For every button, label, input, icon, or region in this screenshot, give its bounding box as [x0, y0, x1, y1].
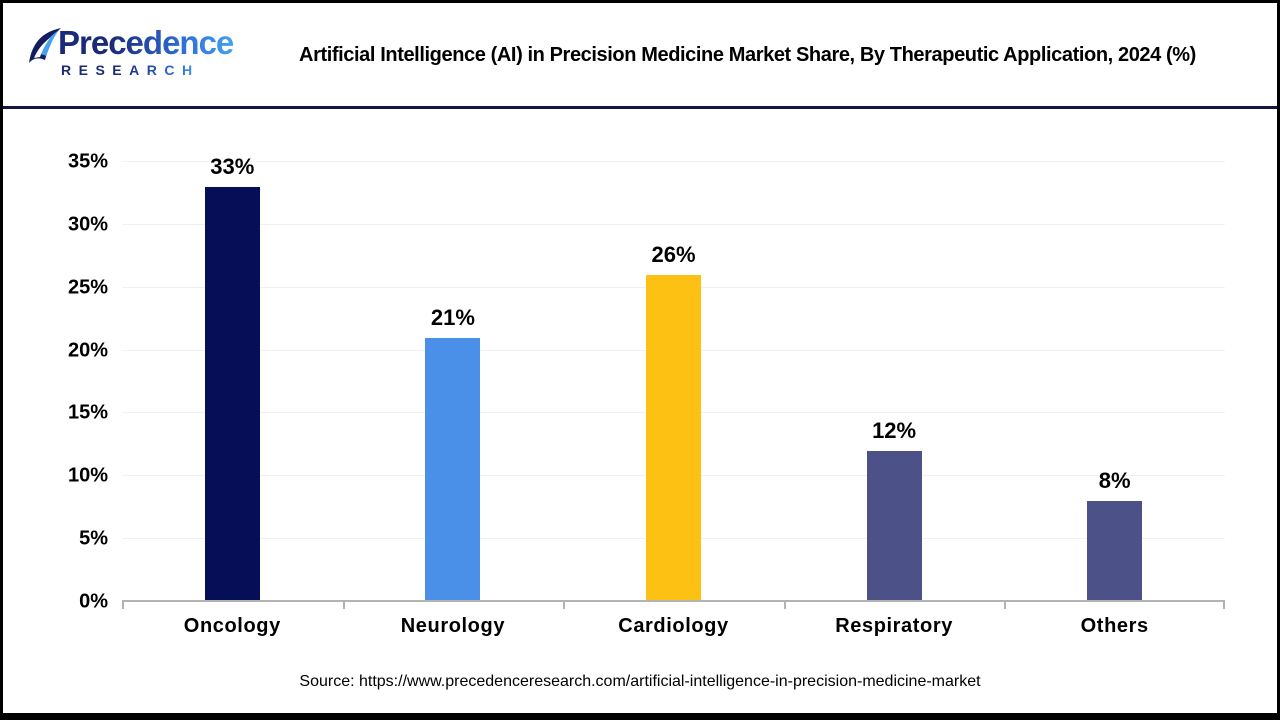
bar-value-label: 8%	[1098, 468, 1131, 494]
bar-oncology	[204, 187, 260, 600]
logo-brand-name: Precedence	[58, 24, 234, 61]
x-axis-tick	[563, 600, 566, 609]
y-axis-tick-label: 35%	[67, 150, 108, 173]
plot-area: 33% 21% 26% 12% 8%	[122, 154, 1225, 609]
bar-neurology	[425, 338, 481, 600]
x-axis-line	[122, 600, 1225, 602]
x-axis-tick	[122, 600, 124, 609]
y-axis-tick-label: 25%	[67, 276, 108, 299]
x-axis-category-label: Others	[1080, 615, 1149, 637]
chart-title: Artificial Intelligence (AI) in Precisio…	[299, 44, 1196, 66]
bar-value-label: 12%	[872, 418, 917, 444]
bar-respiratory	[866, 451, 922, 600]
bar-value-label: 21%	[430, 305, 475, 330]
precedence-research-logo: Precedence RESEARCH	[28, 24, 234, 79]
x-axis-category-labels: Oncology Neurology Cardiology Respiratory Ot…	[122, 615, 1225, 645]
y-axis-tick-label: 0%	[79, 590, 108, 613]
y-axis-tick-label: 15%	[67, 401, 108, 424]
x-axis-tick	[1004, 600, 1007, 609]
bar-value-label: 33%	[210, 154, 255, 180]
x-axis-tick	[1223, 600, 1225, 609]
logo-leaf-icon	[29, 28, 61, 63]
x-axis-tick	[342, 600, 345, 609]
bar-value-label: 26%	[651, 242, 696, 268]
x-axis-category-label: Respiratory	[835, 615, 953, 637]
x-axis-category-label: Cardiology	[618, 615, 729, 637]
x-axis-category-label: Oncology	[183, 615, 281, 637]
y-axis-tick-label: 5%	[79, 527, 108, 550]
x-axis-tick	[783, 600, 786, 609]
y-axis-tick-label: 20%	[67, 339, 108, 362]
source-attribution: Source: https://www.precedenceresearch.c…	[299, 673, 981, 690]
y-axis-tick-label: 10%	[67, 464, 108, 487]
header-divider-rule	[3, 106, 1277, 109]
x-axis-category-label: Neurology	[400, 615, 506, 637]
logo-sub-name: RESEARCH	[58, 62, 200, 78]
y-axis-tick-label: 30%	[67, 213, 108, 236]
logo-text: Precedence RESEARCH	[58, 24, 234, 79]
gridline	[122, 223, 1225, 225]
bar-others	[1087, 501, 1143, 600]
y-axis: 0% 5% 10% 15% 20% 25% 30% 35%	[3, 151, 108, 613]
gridline	[122, 161, 1225, 162]
bar-cardiology	[646, 275, 701, 600]
